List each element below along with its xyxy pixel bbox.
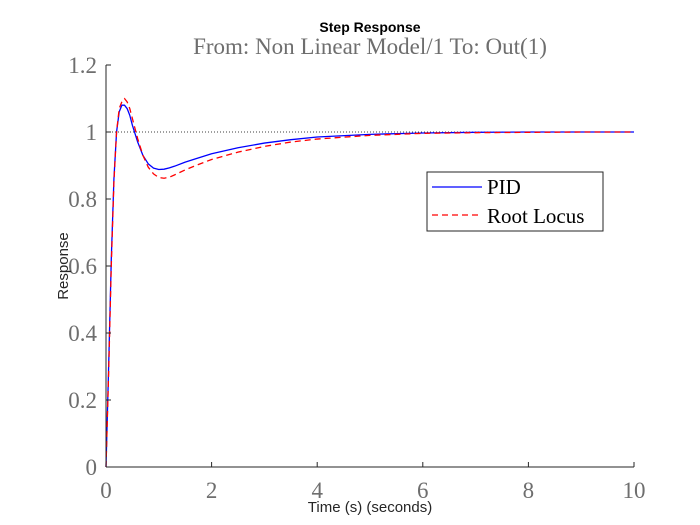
series-line-pid [105, 104, 634, 468]
x-tick-label: 10 [623, 478, 646, 503]
legend-box [426, 171, 604, 232]
chart-subtitle: From: Non Linear Model/1 To: Out(1) [193, 34, 547, 59]
y-tick-label: 1.2 [68, 53, 97, 78]
series-layer [105, 97, 634, 468]
x-tick-label: 6 [417, 478, 429, 503]
y-ticks: 0 0.2 0.4 0.6 0.8 1 1.2 [68, 53, 111, 480]
x-tick-label: 4 [311, 478, 323, 503]
y-tick-label: 0.2 [68, 388, 97, 413]
x-tick-label: 8 [523, 478, 535, 503]
legend-label-root-locus: Root Locus [487, 204, 584, 228]
series-line-root-locus [105, 97, 634, 468]
x-tick-label: 2 [206, 478, 218, 503]
x-ticks: 0 2 4 6 8 10 [100, 462, 646, 503]
x-tick-label: 0 [100, 478, 112, 503]
y-axis-label: Response [55, 232, 72, 300]
y-tick-label: 1 [86, 120, 98, 145]
y-tick-label: 0.4 [68, 321, 97, 346]
y-tick-label: 0 [86, 455, 98, 480]
y-tick-label: 0.8 [68, 187, 97, 212]
chart-title: Step Response [319, 19, 420, 35]
x-axis-label: Time (s) (seconds) [308, 499, 432, 516]
legend: PID Root Locus [426, 171, 604, 232]
legend-label-pid: PID [487, 175, 521, 199]
y-tick-label: 0.6 [68, 254, 97, 279]
